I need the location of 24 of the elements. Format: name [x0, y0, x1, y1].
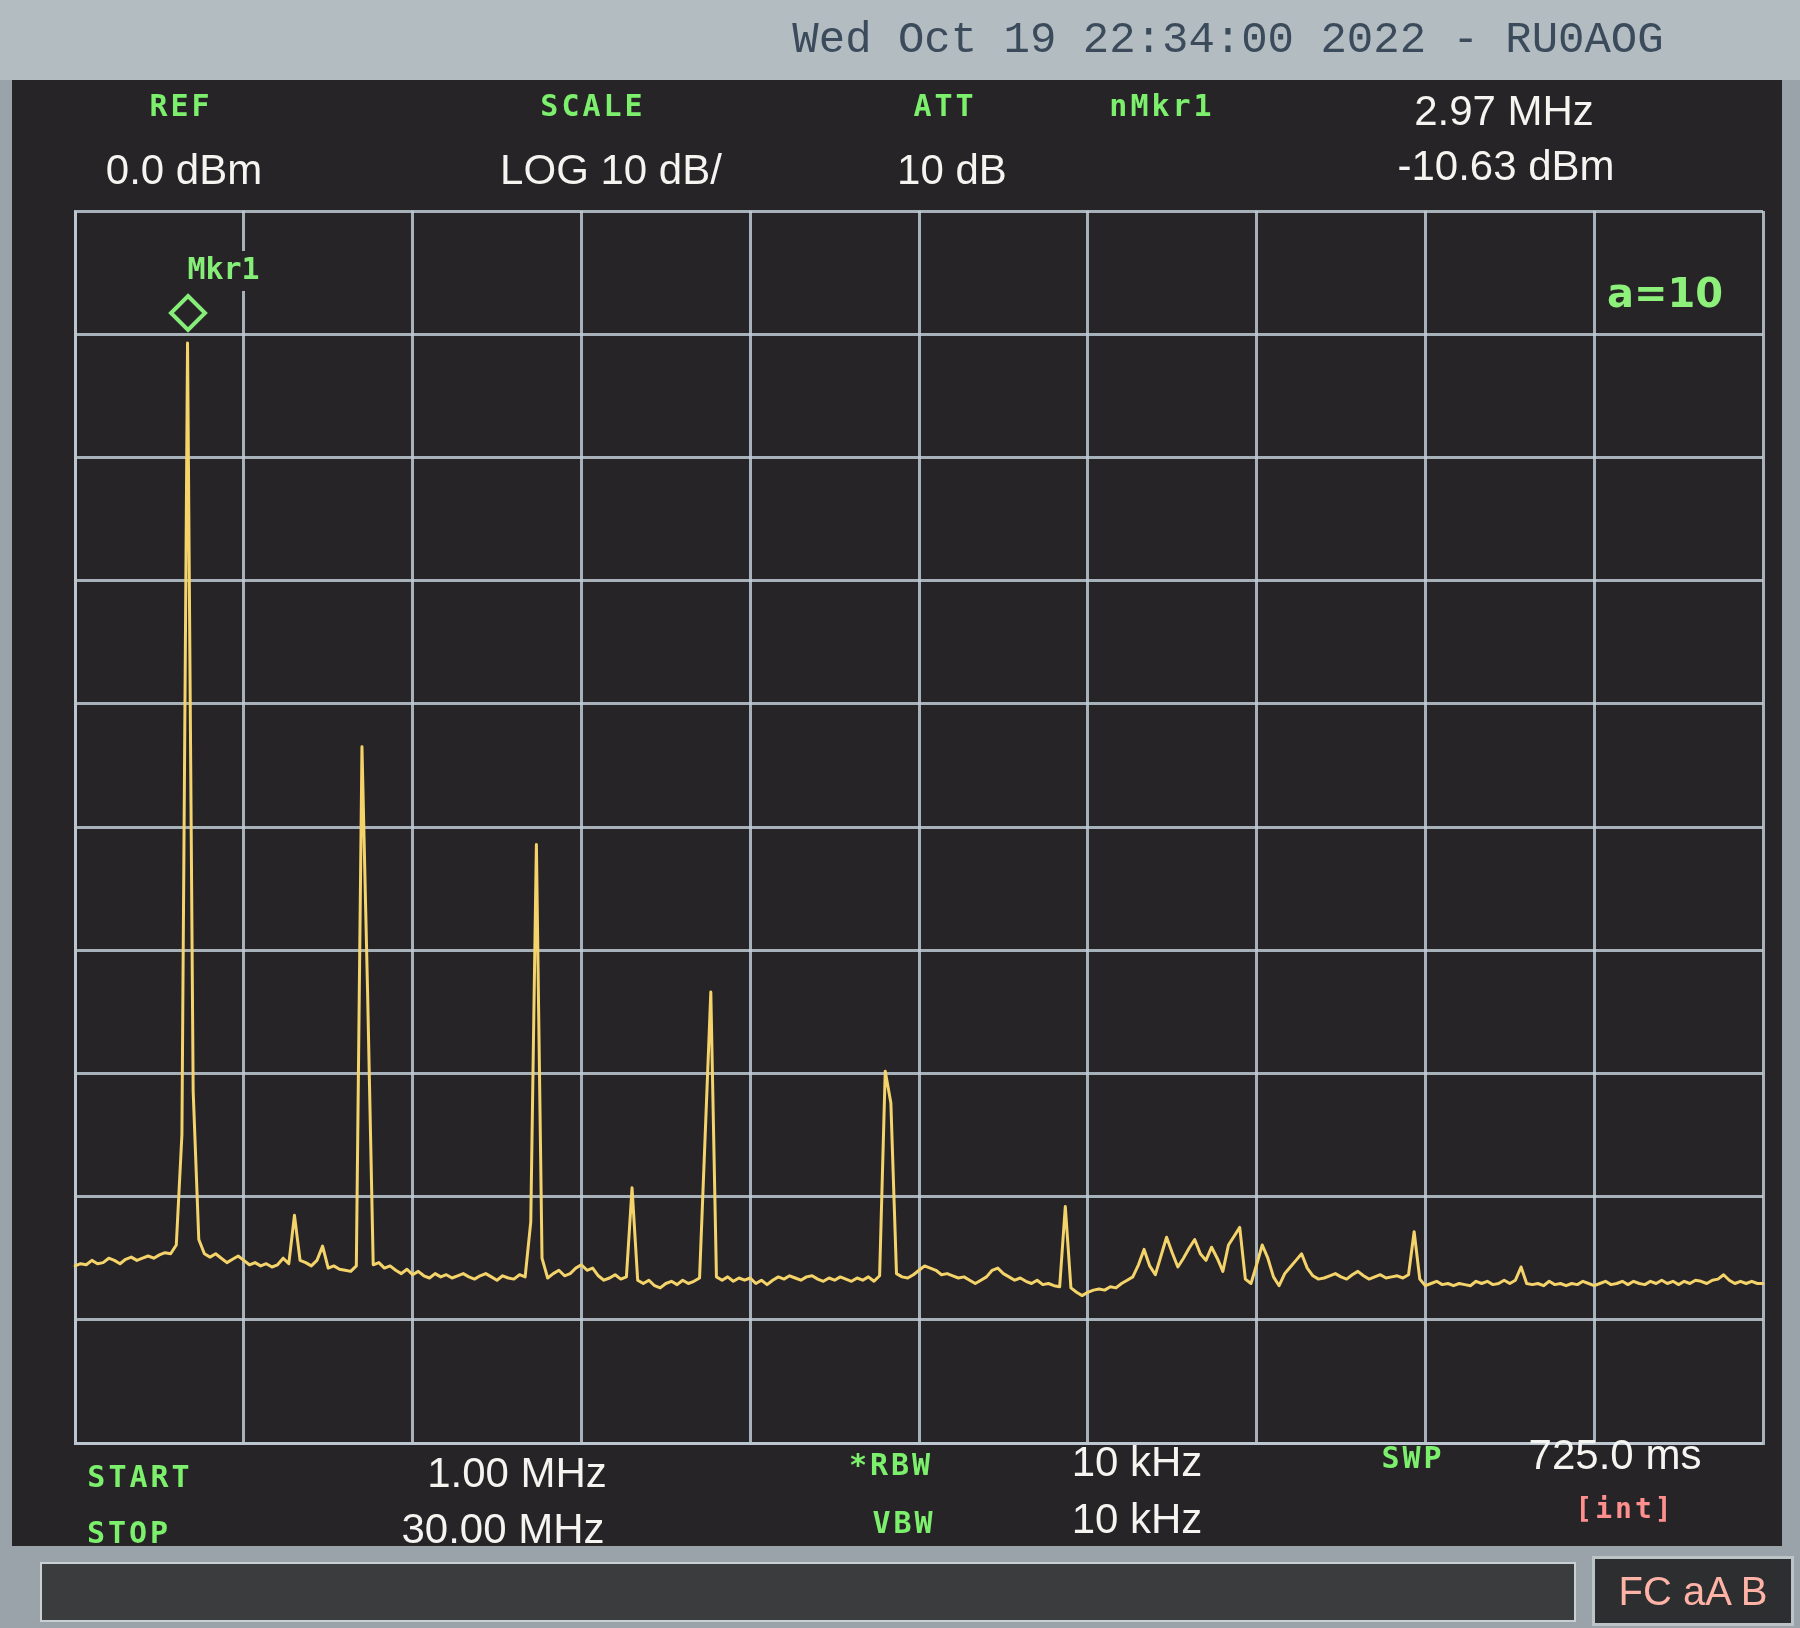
text: a=10	[1606, 270, 1724, 316]
text: VBW	[872, 1504, 936, 1540]
text: 10 dB	[897, 146, 1007, 194]
chart-title: Wed Oct 19 22:34:00 2022 - RU0AOG	[792, 15, 1664, 65]
text: *RBW	[848, 1446, 934, 1482]
text: Mkr1	[187, 250, 260, 286]
text: START	[87, 1458, 193, 1494]
annotation: 725.0 ms	[1528, 1431, 1702, 1479]
text: ATT	[913, 87, 977, 123]
annotation: 10 kHz	[1071, 1438, 1203, 1486]
text: 10 kHz	[1071, 1495, 1203, 1543]
text: -10.63 dBm	[1397, 142, 1615, 190]
text: STOP	[86, 1514, 172, 1550]
text: FC aA B	[1618, 1568, 1768, 1614]
text: 0.0 dBm	[105, 146, 263, 194]
annotation: SWP	[1381, 1439, 1445, 1475]
text: SCALE	[540, 87, 646, 123]
text: nMkr1	[1109, 87, 1215, 123]
text: 2.97 MHz	[1414, 87, 1594, 135]
text: 30.00 MHz	[401, 1505, 605, 1553]
text: REF	[149, 87, 213, 123]
text: LOG 10 dB/	[500, 146, 722, 194]
text: 1.00 MHz	[427, 1449, 607, 1497]
text: [int]	[1575, 1491, 1675, 1525]
